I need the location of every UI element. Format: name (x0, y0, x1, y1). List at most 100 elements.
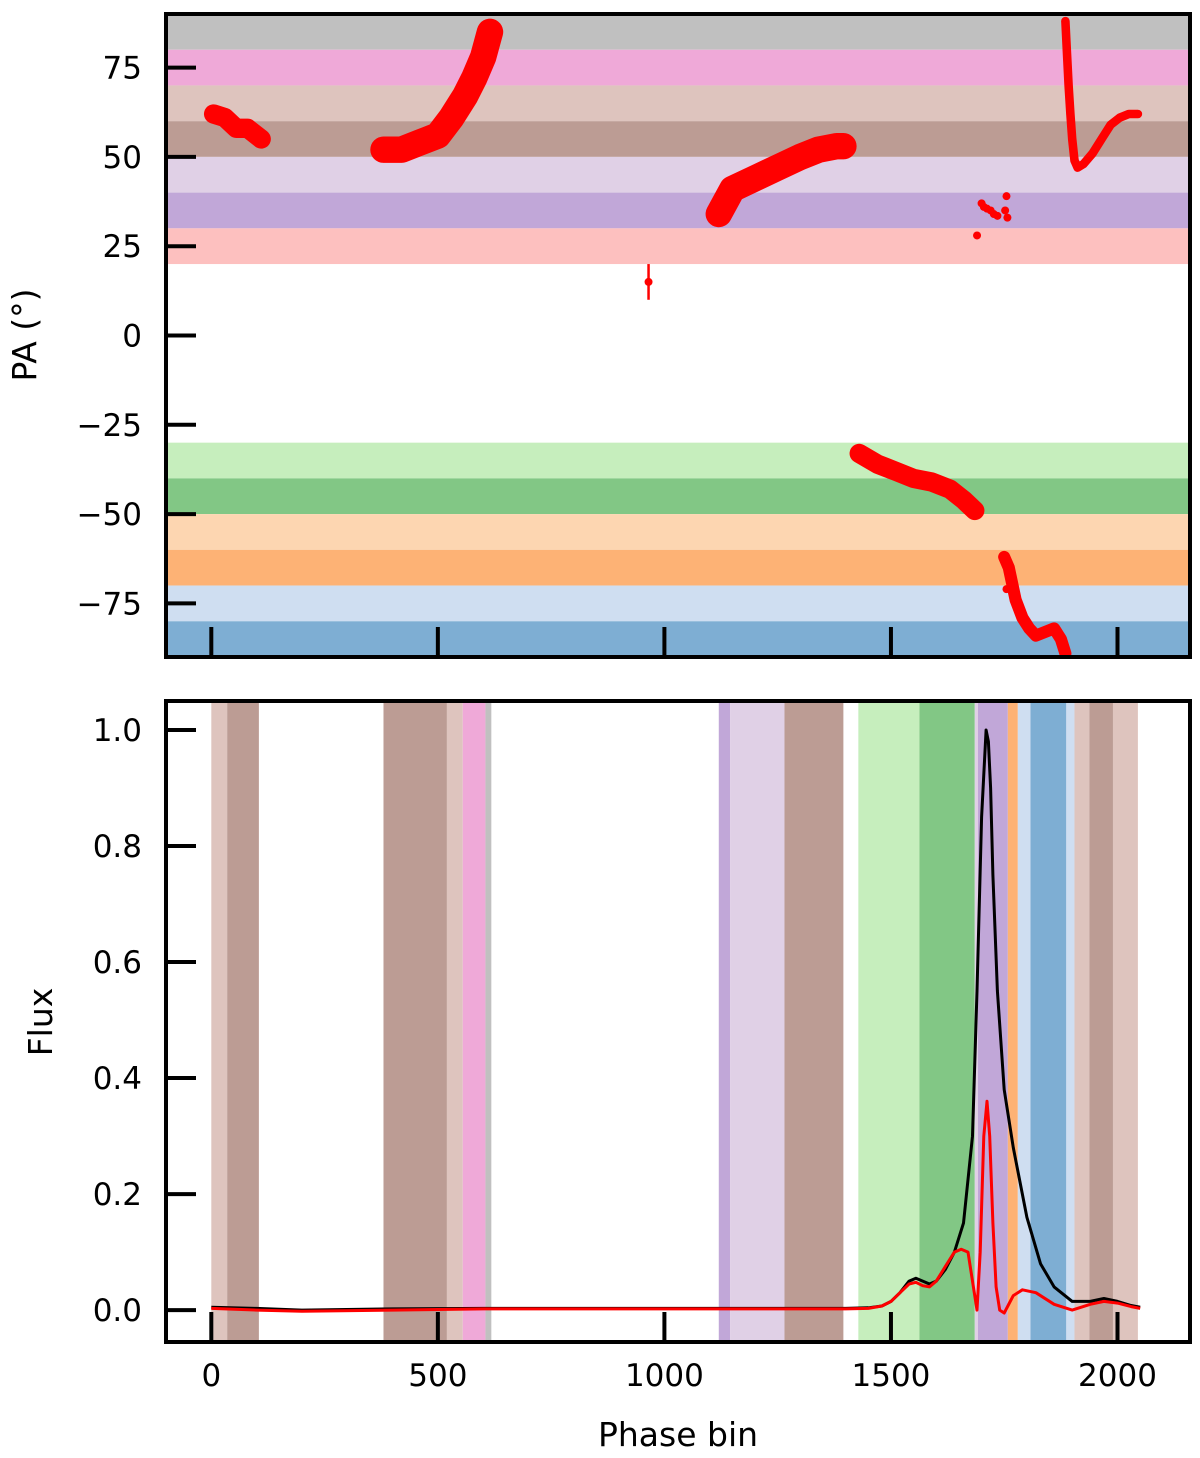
pa-bands (166, 14, 1190, 657)
y-tick-label: 0.8 (93, 829, 142, 865)
pa-point (232, 124, 241, 133)
flux-band (1007, 701, 1018, 1342)
pa-point (714, 210, 723, 219)
flux-band (462, 701, 486, 1342)
flux-xlabel: Phase bin (598, 1415, 758, 1454)
pa-point (1018, 613, 1027, 622)
pa-point (970, 506, 979, 515)
x-tick-label: 1500 (852, 1358, 931, 1394)
pa-band (166, 121, 1190, 157)
flux-band (1066, 701, 1075, 1342)
pa-panel: 75 50 25 0 −25 −50 −75 PA (°) (5, 12, 1192, 659)
pa-band (166, 514, 1190, 550)
flux-band (1074, 701, 1090, 1342)
pa-point (644, 277, 653, 286)
flux-band (858, 701, 920, 1342)
x-tick-label: 2000 (1078, 1358, 1157, 1394)
flux-ylabel: Flux (21, 988, 60, 1057)
pa-point (973, 231, 982, 240)
flux-band (919, 701, 975, 1342)
pa-point (909, 474, 918, 483)
flux-band (211, 701, 228, 1342)
pa-point (945, 485, 954, 494)
pa-data (203, 16, 1143, 657)
pa-point (1000, 552, 1009, 561)
pa-point (1070, 156, 1079, 165)
pa-point (257, 135, 266, 144)
y-tick-label: −75 (77, 586, 142, 622)
pa-point (1097, 135, 1106, 144)
pa-point (1088, 149, 1097, 158)
pa-point (1004, 563, 1013, 572)
y-tick-label: 0.2 (93, 1177, 142, 1213)
pa-point (1041, 627, 1050, 636)
flux-band (1030, 701, 1067, 1342)
pa-point (832, 142, 841, 151)
flux-band (446, 701, 463, 1342)
pa-point (1062, 45, 1071, 54)
pa-point (1025, 624, 1034, 633)
pa-ticks: 75 50 25 0 −25 −50 −75 (77, 51, 1120, 657)
pa-point (209, 110, 218, 119)
pa-point (470, 74, 479, 83)
pa-band (166, 192, 1190, 229)
pa-point (1003, 213, 1012, 222)
x-tick-label: 0 (201, 1358, 221, 1394)
flux-band (227, 701, 259, 1342)
pa-point (1124, 110, 1133, 119)
pa-point (1115, 113, 1124, 122)
pa-point (1050, 624, 1059, 633)
flux-band (1017, 701, 1031, 1342)
flux-polarized-line (211, 1099, 1141, 1315)
y-tick-label: −25 (77, 408, 142, 444)
pa-point (479, 52, 488, 61)
pa-ylabel: PA (°) (5, 288, 44, 381)
pa-point (1066, 110, 1075, 119)
flux-frame (164, 699, 1192, 1344)
pa-band (166, 14, 1190, 50)
flux-band (1089, 701, 1113, 1342)
pa-point (1001, 206, 1010, 215)
pa-band (166, 156, 1190, 193)
pa-point (447, 113, 456, 122)
pa-band (166, 549, 1190, 586)
pa-point (728, 185, 737, 194)
pa-point (891, 467, 900, 476)
pa-point (959, 495, 968, 504)
pa-point (839, 142, 848, 151)
y-tick-label: 1.0 (93, 713, 142, 749)
pa-band (166, 621, 1190, 657)
pa-band (166, 585, 1190, 622)
pa-point (1031, 631, 1040, 640)
pa-frame (164, 12, 1192, 659)
pa-point (1056, 635, 1065, 644)
pa-point (397, 145, 406, 154)
pa-point (1002, 192, 1011, 201)
pa-point (1011, 595, 1020, 604)
flux-band (1112, 701, 1138, 1342)
y-tick-label: 0 (122, 319, 142, 355)
flux-bands (211, 701, 1138, 1342)
pa-band (166, 49, 1190, 86)
pa-band (166, 478, 1190, 515)
pa-point (773, 163, 782, 172)
pa-point (379, 145, 388, 154)
flux-panel: 0.00.20.40.60.81.00 500 1000 1500 2000 Flux … (21, 699, 1192, 1454)
y-tick-label: 50 (103, 140, 142, 176)
pa-point (433, 131, 442, 140)
pa-point (855, 449, 864, 458)
pa-point (1068, 135, 1077, 144)
y-tick-label: 0.0 (93, 1293, 142, 1329)
pa-track (998, 550, 1072, 657)
flux-band (730, 701, 785, 1342)
flux-band (485, 701, 492, 1342)
y-tick-label: 75 (103, 51, 142, 87)
pa-point (796, 152, 805, 161)
pa-point (1106, 120, 1115, 129)
pa-point (243, 124, 252, 133)
pa-point (485, 27, 494, 36)
pa-point (415, 138, 424, 147)
pa-point (1002, 585, 1011, 594)
pa-point (1073, 163, 1082, 172)
